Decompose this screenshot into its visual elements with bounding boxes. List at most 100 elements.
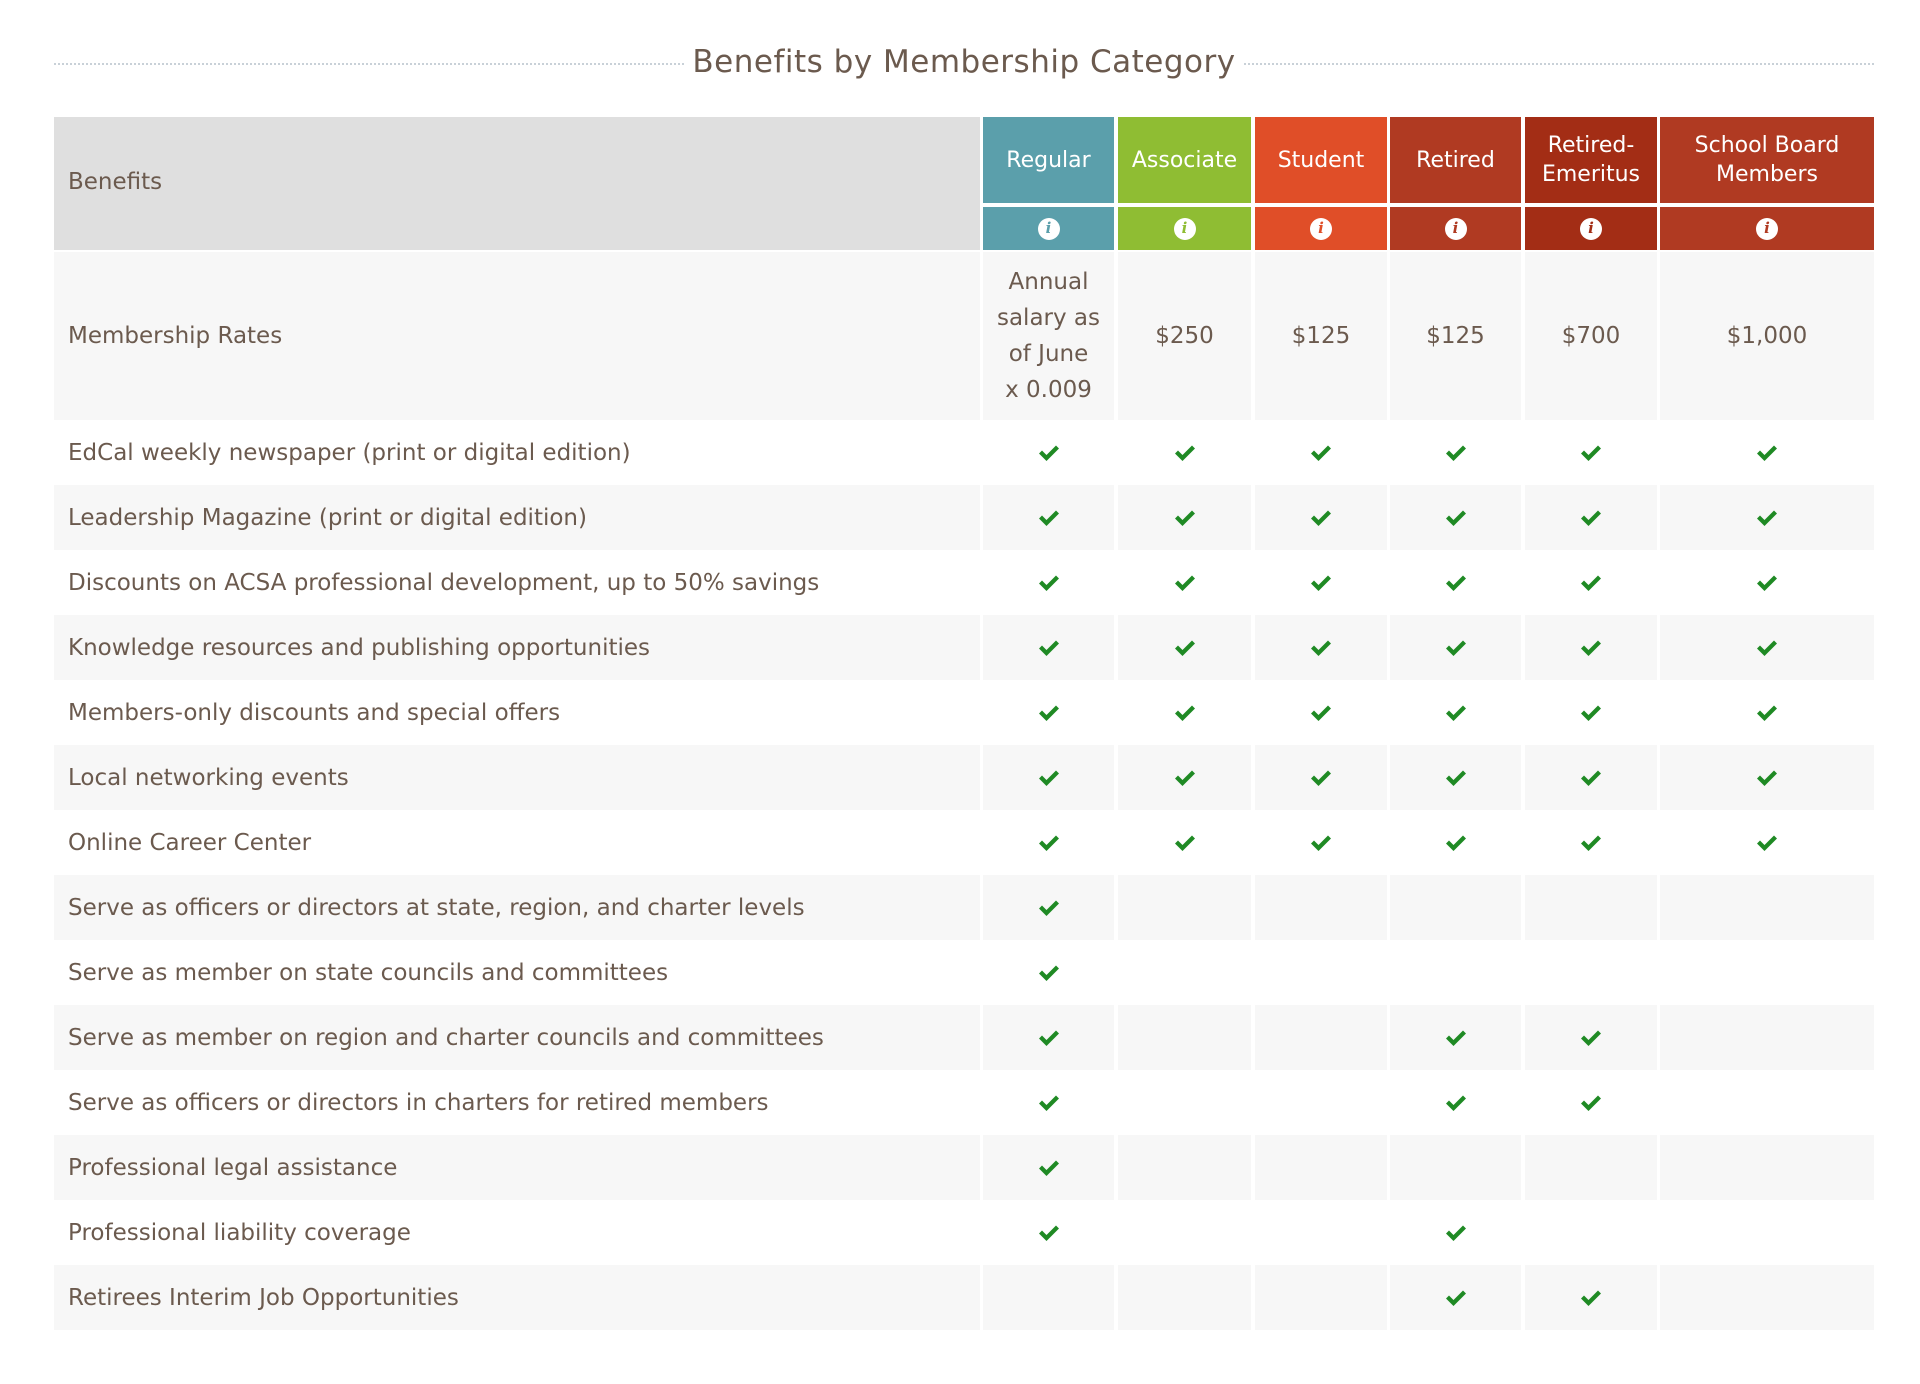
table-row: Professional legal assistance <box>54 1135 1874 1200</box>
benefit-cell-associate <box>1118 680 1251 745</box>
benefit-cell-associate <box>1118 1070 1251 1135</box>
column-header-label: School Board Members <box>1660 117 1874 203</box>
info-icon[interactable]: i <box>1756 217 1778 240</box>
title-divider-right <box>1244 63 1874 65</box>
column-info-cell: i <box>1660 207 1874 250</box>
check-icon <box>1757 705 1777 721</box>
info-icon[interactable]: i <box>1310 217 1332 240</box>
benefit-cell-associate <box>1118 810 1251 875</box>
check-icon <box>1038 445 1059 461</box>
benefit-cell-school-board <box>1660 1070 1874 1135</box>
benefit-cell-regular <box>983 875 1114 940</box>
benefit-cell-student <box>1255 810 1387 875</box>
title-divider-left <box>54 63 684 65</box>
check-icon <box>1038 1095 1059 1111</box>
benefit-cell-retired <box>1390 1135 1521 1200</box>
benefit-cell-student <box>1255 1135 1387 1200</box>
benefit-cell-retired <box>1390 1070 1521 1135</box>
info-icon[interactable]: i <box>1580 217 1602 240</box>
info-icon[interactable]: i <box>1173 217 1196 240</box>
benefit-label: Professional legal assistance <box>68 1154 398 1181</box>
rate-value: $1,000 <box>1726 323 1808 349</box>
row-label-cell: Serve as officers or directors at state,… <box>54 875 980 940</box>
row-label-cell: Online Career Center <box>54 810 980 875</box>
benefit-cell-regular <box>983 420 1114 485</box>
benefit-cell-regular <box>983 1135 1114 1200</box>
row-label-cell: Members-only discounts and special offer… <box>54 680 980 745</box>
benefit-cell-student <box>1255 615 1387 680</box>
check-icon <box>1174 705 1195 721</box>
table-row: EdCal weekly newspaper (print or digital… <box>54 420 1874 485</box>
row-label-cell: Serve as member on region and charter co… <box>54 1005 980 1070</box>
row-label-cell: Local networking events <box>54 745 980 810</box>
table-row: Professional liability coverage <box>54 1200 1874 1265</box>
benefit-cell-retired <box>1390 485 1521 550</box>
column-header-label: Retired- Emeritus <box>1525 117 1657 203</box>
benefit-cell-school-board <box>1660 745 1874 810</box>
check-icon <box>1311 705 1331 721</box>
benefit-cell-retired <box>1390 1005 1521 1070</box>
row-label-cell: Knowledge resources and publishing oppor… <box>54 615 980 680</box>
check-icon <box>1757 835 1777 851</box>
rate-cell-retired-emeritus: $700 <box>1525 252 1657 420</box>
benefit-cell-associate <box>1118 1265 1251 1330</box>
check-icon <box>1038 640 1059 656</box>
benefit-label: Discounts on ACSA professional developme… <box>68 569 820 596</box>
table-row: Serve as officers or directors at state,… <box>54 875 1874 940</box>
benefit-label: Retirees Interim Job Opportunities <box>68 1284 459 1311</box>
benefit-cell-retired <box>1390 810 1521 875</box>
check-icon <box>1445 640 1466 656</box>
check-icon <box>1581 835 1601 851</box>
column-info-cell: i <box>1255 207 1387 250</box>
check-icon <box>1038 770 1059 786</box>
benefit-cell-associate <box>1118 1005 1251 1070</box>
table-row: Local networking events <box>54 745 1874 810</box>
benefit-label: Serve as officers or directors in charte… <box>68 1089 769 1116</box>
benefit-cell-associate <box>1118 1135 1251 1200</box>
check-icon <box>1757 575 1777 591</box>
column-header-school-board: School Board Members i <box>1660 117 1874 250</box>
rate-cell-school-board: $1,000 <box>1660 252 1874 420</box>
membership-rates-row: Membership Rates Annual salary as of June… <box>54 252 1874 420</box>
benefit-cell-retired-emeritus <box>1525 1070 1657 1135</box>
info-icon[interactable]: i <box>1444 217 1467 240</box>
check-icon <box>1581 705 1601 721</box>
rate-cell-student: $125 <box>1255 252 1387 420</box>
benefit-label: Online Career Center <box>68 829 312 856</box>
check-icon <box>1038 965 1059 981</box>
benefit-cell-retired-emeritus <box>1525 550 1657 615</box>
benefit-cell-regular <box>983 485 1114 550</box>
benefit-cell-associate <box>1118 940 1251 1005</box>
benefit-cell-retired-emeritus <box>1525 810 1657 875</box>
benefit-cell-regular <box>983 810 1114 875</box>
benefit-label: Members-only discounts and special offer… <box>68 699 561 726</box>
column-header-associate: Associate i <box>1118 117 1251 250</box>
check-icon <box>1581 575 1601 591</box>
table-row: Serve as officers or directors in charte… <box>54 1070 1874 1135</box>
check-icon <box>1038 835 1059 851</box>
benefit-cell-student <box>1255 680 1387 745</box>
benefit-cell-associate <box>1118 485 1251 550</box>
info-icon[interactable]: i <box>1037 217 1060 240</box>
column-header-retired: Retired i <box>1390 117 1521 250</box>
row-label-cell: Retirees Interim Job Opportunities <box>54 1265 980 1330</box>
column-info-cell: i <box>1390 207 1521 250</box>
table-row: Discounts on ACSA professional developme… <box>54 550 1874 615</box>
column-header-label: Retired <box>1390 117 1521 203</box>
table-row: Retirees Interim Job Opportunities <box>54 1265 1874 1330</box>
benefit-cell-regular <box>983 550 1114 615</box>
benefit-cell-associate <box>1118 745 1251 810</box>
column-header-label: Regular <box>983 117 1114 203</box>
rate-value: $125 <box>1426 323 1485 349</box>
benefit-cell-retired-emeritus <box>1525 485 1657 550</box>
check-icon <box>1581 1030 1601 1046</box>
benefit-cell-regular <box>983 1005 1114 1070</box>
benefit-cell-retired <box>1390 745 1521 810</box>
check-icon <box>1581 770 1601 786</box>
column-header-student: Student i <box>1255 117 1387 250</box>
benefit-cell-student <box>1255 485 1387 550</box>
benefit-label: Knowledge resources and publishing oppor… <box>68 634 650 661</box>
benefits-header-label: Benefits <box>68 169 163 195</box>
benefit-cell-school-board <box>1660 1265 1874 1330</box>
check-icon <box>1581 1290 1601 1306</box>
